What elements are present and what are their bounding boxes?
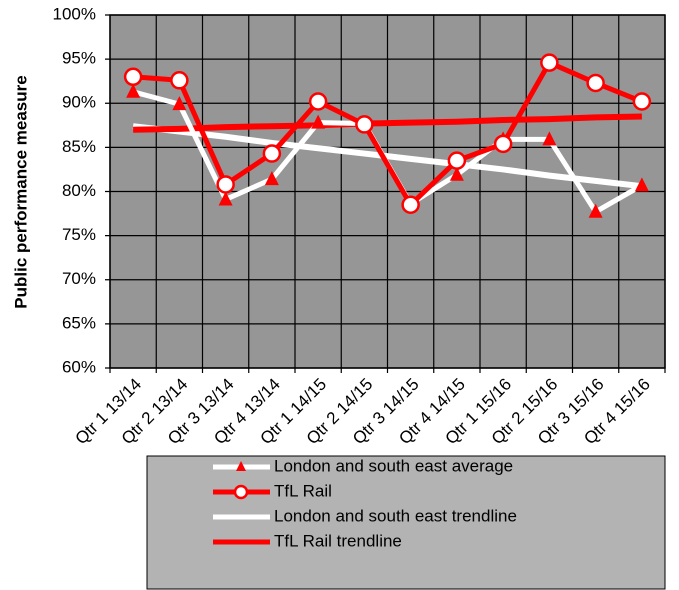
- marker: [264, 171, 279, 186]
- y-tick-label: 80%: [62, 181, 96, 200]
- legend-label: London and south east average: [274, 456, 513, 475]
- marker: [401, 195, 420, 214]
- marker: [126, 83, 141, 98]
- marker: [123, 67, 143, 87]
- marker: [588, 203, 603, 218]
- marker: [634, 177, 649, 192]
- y-tick-label: 75%: [62, 225, 96, 244]
- marker: [170, 71, 189, 90]
- legend-label: London and south east trendline: [274, 506, 517, 525]
- legend-marker: [236, 461, 246, 471]
- y-tick-label: 100%: [53, 4, 96, 23]
- trendline: [133, 113, 642, 133]
- y-axis-label: Public performance measure: [11, 75, 30, 308]
- y-tick-label: 95%: [62, 49, 96, 68]
- legend-marker: [233, 484, 249, 500]
- marker: [449, 166, 464, 181]
- legend-label: TfL Rail: [274, 481, 332, 500]
- y-tick-label: 65%: [62, 313, 96, 332]
- trendline: [132, 123, 643, 190]
- marker: [262, 144, 282, 163]
- y-tick-label: 90%: [62, 93, 96, 112]
- marker: [311, 114, 326, 129]
- legend-label: TfL Rail trendline: [274, 531, 402, 550]
- marker: [355, 115, 374, 134]
- y-tick-label: 85%: [62, 137, 96, 156]
- marker: [542, 131, 557, 146]
- marker: [632, 92, 652, 111]
- marker: [216, 175, 235, 194]
- marker: [447, 151, 467, 170]
- marker: [540, 53, 559, 72]
- y-tick-label: 60%: [62, 357, 96, 376]
- marker: [308, 92, 328, 111]
- y-tick-label: 70%: [62, 269, 96, 288]
- marker: [218, 191, 233, 206]
- marker: [172, 96, 187, 111]
- legend-box: [146, 455, 666, 590]
- marker: [493, 134, 513, 154]
- plot-border: [109, 14, 666, 369]
- marker: [586, 73, 605, 93]
